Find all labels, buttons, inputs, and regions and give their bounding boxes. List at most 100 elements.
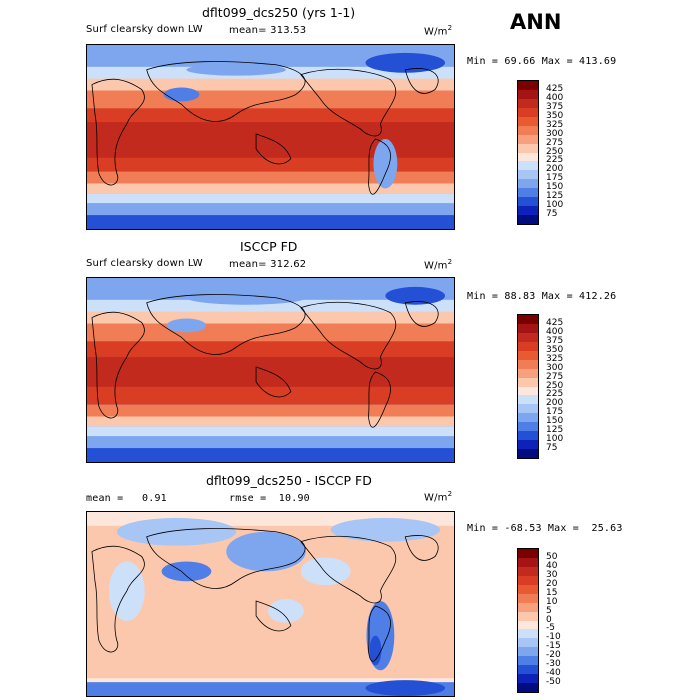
colorbar-swatch [518,134,538,144]
colorbar-swatch [518,638,538,648]
colorbar-swatch [518,404,538,414]
colorbar-level-label: 175 [546,407,564,418]
colorbar-level-label: 0 [546,614,552,625]
colorbar-swatch [518,629,538,639]
colorbar-level-label: 325 [546,119,564,130]
colorbar-level-label: 125 [546,191,564,202]
colorbar-level-label: 275 [546,371,564,382]
colorbar-swatch [518,161,538,171]
colorbar-level-label: 275 [546,137,564,148]
colorbar-level-label: 100 [546,200,564,211]
colorbar-swatch [518,674,538,684]
colorbar-swatch [518,188,538,198]
colorbar-swatch [518,665,538,675]
colorbar-swatch [518,359,538,369]
colorbar-swatch [518,332,538,342]
colorbar-swatch [518,602,538,612]
colorbar-level-label: 225 [546,389,564,400]
colorbar-level-label: 30 [546,569,558,580]
panel1-map-field [87,45,454,229]
colorbar-level-label: 175 [546,173,564,184]
colorbar-swatch [518,125,538,135]
colorbar-level-label: 150 [546,182,564,193]
colorbar-swatch [518,656,538,666]
panel2-mean: mean= 312.62 [229,259,307,270]
colorbar-level-label: -40 [546,668,561,679]
colorbar-level-label: 10 [546,596,558,607]
panel3-mean: mean = 0.91 [86,493,167,504]
panel1-variable: Surf clearsky down LW [86,24,203,35]
colorbar-level-label: 400 [546,326,564,337]
colorbar-swatch [518,143,538,153]
colorbar-level-label: 20 [546,578,558,589]
colorbar-level-label: -5 [546,623,555,634]
colorbar-level-label: 100 [546,434,564,445]
colorbar-level-label: 400 [546,92,564,103]
colorbar-level-label: 15 [546,587,558,598]
colorbar-swatch [518,431,538,441]
colorbar-swatch [518,611,538,621]
panel3-colorbar [517,548,539,693]
colorbar-swatch [518,395,538,405]
colorbar-swatch [518,647,538,657]
colorbar-level-label: 75 [546,443,558,454]
colorbar-level-label: 75 [546,209,558,220]
colorbar-swatch [518,593,538,603]
colorbar-level-label: 350 [546,110,564,121]
colorbar-swatch [518,170,538,180]
colorbar-level-label: 325 [546,353,564,364]
panel2-colorbar [517,314,539,459]
colorbar-swatch [518,206,538,216]
panel3-minmax: Min = -68.53 Max = 25.63 [467,523,623,534]
colorbar-swatch [518,368,538,378]
colorbar-level-label: 375 [546,335,564,346]
panel2-map [86,277,455,463]
colorbar-swatch [518,620,538,630]
colorbar-level-label: 200 [546,164,564,175]
panel3-title: dflt099_dcs250 - ISCCP FD [206,473,372,488]
colorbar-swatch [518,449,538,458]
colorbar-level-label: -10 [546,632,561,643]
colorbar-swatch [518,81,538,90]
colorbar-level-label: 50 [546,551,558,562]
colorbar-swatch [518,215,538,224]
colorbar-swatch [518,440,538,450]
colorbar-level-label: 425 [546,317,564,328]
panel1-title: dflt099_dcs250 (yrs 1-1) [202,5,356,20]
colorbar-swatch [518,98,538,108]
colorbar-swatch [518,197,538,207]
colorbar-level-label: 250 [546,380,564,391]
colorbar-swatch [518,341,538,351]
colorbar-swatch [518,152,538,162]
colorbar-swatch [518,89,538,99]
season-label: ANN [510,10,562,34]
panel2-title: ISCCP FD [240,239,298,254]
colorbar-level-label: 375 [546,101,564,112]
colorbar-level-label: 300 [546,128,564,139]
panel1-mean: mean= 313.53 [229,25,307,36]
colorbar-level-label: 5 [546,605,552,616]
colorbar-level-label: 425 [546,83,564,94]
colorbar-level-label: 150 [546,416,564,427]
colorbar-level-label: 250 [546,146,564,157]
colorbar-swatch [518,386,538,396]
colorbar-level-label: 300 [546,362,564,373]
panel2-variable: Surf clearsky down LW [86,258,203,269]
colorbar-swatch [518,549,538,558]
colorbar-swatch [518,575,538,585]
panel1-map [86,44,455,230]
panel3-units: W/m2 [424,490,453,504]
colorbar-level-label: -50 [546,677,561,688]
colorbar-level-label: -15 [546,641,561,652]
colorbar-level-label: 350 [546,344,564,355]
panel1-minmax: Min = 69.66 Max = 413.69 [467,56,617,67]
panel2-map-field [87,278,454,462]
colorbar-swatch [518,179,538,189]
colorbar-swatch [518,116,538,126]
panel2-units: W/m2 [424,258,453,272]
colorbar-level-label: 40 [546,560,558,571]
colorbar-swatch [518,107,538,117]
panel2-minmax: Min = 88.83 Max = 412.26 [467,291,617,302]
colorbar-swatch [518,413,538,423]
colorbar-swatch [518,566,538,576]
